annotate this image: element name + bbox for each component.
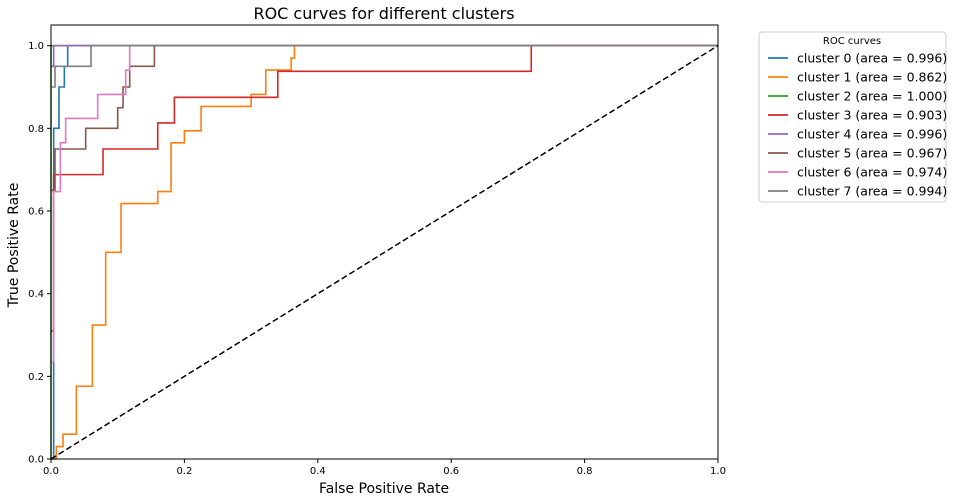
y-tick-label: 1.0 [28,41,44,52]
x-axis: 0.0 0.2 0.4 0.6 0.8 1.0 [43,459,726,477]
plot-frame [50,24,719,460]
y-axis-title: True Positive Rate [6,183,22,309]
legend-label-cluster-6: cluster 6 (area = 0.974) [797,165,947,180]
legend-label-cluster-2: cluster 2 (area = 1.000) [797,89,947,104]
x-tick-label: 0.2 [176,466,192,477]
series-line-cluster-3 [51,44,718,332]
legend: ROC curves cluster 0 (area = 0.996)clust… [758,31,947,203]
legend-items: cluster 0 (area = 0.996) cluster 1 (area … [768,51,947,199]
legend-label-cluster-0: cluster 0 (area = 0.996) [797,51,947,66]
legend-label-cluster-5: cluster 5 (area = 0.967) [797,146,947,161]
series-line-cluster-7 [51,44,718,88]
y-tick-label: 0.4 [28,289,44,300]
x-tick-label: 0.6 [443,466,459,477]
series-line-cluster-1 [51,44,718,460]
plot-area [50,24,719,460]
x-axis-title: False Positive Rate [319,481,449,497]
x-tick-label: 0.4 [310,466,326,477]
legend-label-cluster-7: cluster 7 (area = 0.994) [797,184,947,199]
y-tick-label: 0.8 [28,124,44,135]
y-tick-label: 0.6 [28,207,44,218]
legend-label-cluster-3: cluster 3 (area = 0.903) [797,108,947,123]
legend-label-cluster-1: cluster 1 (area = 0.862) [797,70,947,85]
legend-label-cluster-4: cluster 4 (area = 0.996) [797,127,947,142]
y-tick-label: 0.0 [28,455,44,466]
series-line-cluster-6 [51,44,718,363]
x-tick-label: 0.8 [577,466,593,477]
series-line-cluster-5 [51,44,718,192]
legend-frame [758,31,947,203]
x-tick-label: 1.0 [710,466,726,477]
chart-title: ROC curves for different clusters [253,4,514,23]
x-tick-label: 0.0 [43,466,59,477]
y-axis: 0.0 0.2 0.4 0.6 0.8 1.0 [28,41,51,466]
legend-title: ROC curves [823,36,881,47]
series-line-cluster-4 [51,44,718,68]
diagonal-reference-line [50,45,719,460]
y-tick-label: 0.2 [28,372,44,383]
